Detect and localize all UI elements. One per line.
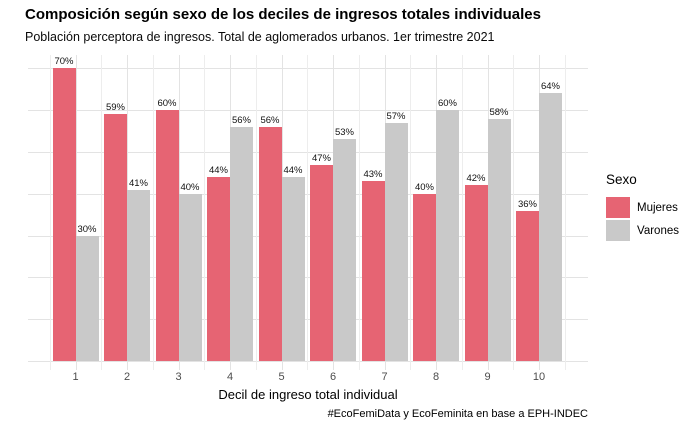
gridline-x-minor-2 [152, 55, 154, 370]
legend-swatch-mujeres [606, 197, 630, 218]
bar-value-label: 56% [260, 114, 280, 126]
x-tick-label-6: 6 [329, 371, 337, 383]
bar-value-label: 44% [283, 165, 303, 177]
gridline-x-minor-6 [358, 55, 360, 370]
bar-varones-decil-1: 30% [75, 224, 99, 361]
gridline-x-minor-4 [255, 55, 257, 370]
x-axis-title: Decil de ingreso total individual [218, 387, 398, 402]
bar-value-label: 41% [128, 177, 149, 189]
bar-value-label: 58% [489, 106, 509, 118]
chart-caption: #EcoFemiData y EcoFeminita en base a EPH… [327, 408, 588, 420]
bar-value-label: 59% [105, 102, 126, 114]
bar-value-label: 60% [437, 98, 458, 110]
gridline-x-minor-5 [307, 55, 309, 370]
gridline-x-major-1 [75, 55, 77, 370]
chart-subtitle: Población perceptora de ingresos. Total … [25, 30, 495, 44]
bar-mujeres-decil-10: 36% [516, 199, 539, 361]
gridline-x-minor-7 [410, 55, 412, 370]
bar-mujeres-decil-5: 56% [258, 115, 282, 361]
x-tick-label-5: 5 [278, 371, 285, 383]
bar-value-label: 42% [466, 173, 486, 185]
gridline-x-minor-8 [461, 55, 463, 370]
bar-value-label: 64% [540, 81, 561, 93]
legend-swatch-varones [606, 220, 630, 241]
legend: Sexo Mujeres Varones [606, 172, 698, 243]
bar-varones-decil-9: 58% [487, 107, 511, 361]
gridline-x-minor-3 [204, 55, 206, 370]
bar-varones-decil-10: 64% [539, 81, 562, 361]
bar-value-label: 40% [414, 181, 435, 193]
x-tick-label-4: 4 [226, 371, 234, 383]
chart-title: Composición según sexo de los deciles de… [25, 6, 541, 23]
gridline-x-minor-10 [564, 55, 566, 370]
legend-label-mujeres: Mujeres [637, 201, 678, 214]
x-tick-label-1: 1 [72, 371, 79, 383]
bar-mujeres-decil-1: 70% [52, 56, 76, 361]
bar-value-label: 40% [180, 181, 200, 193]
bar-mujeres-decil-2: 59% [104, 102, 127, 361]
bar-varones-decil-8: 60% [436, 98, 459, 361]
gridline-x-minor-0 [49, 55, 51, 370]
x-tick-label-10: 10 [532, 371, 546, 383]
x-tick-label-9: 9 [484, 371, 491, 383]
bar-value-label: 30% [77, 223, 97, 235]
bar-varones-decil-2: 41% [127, 178, 150, 361]
bar-mujeres-decil-3: 60% [155, 98, 179, 361]
x-tick-label-7: 7 [381, 371, 388, 383]
plot-panel: 70% 59% 60% 44% 56% 47% 43% 40% 42% 36% 30% 41% 40% 5… [28, 55, 588, 370]
bar-mujeres-decil-8: 40% [413, 182, 436, 361]
bar-mujeres-decil-7: 43% [361, 169, 385, 361]
x-axis-ticks: 1 2 3 4 5 6 7 8 9 10 [28, 371, 588, 385]
bar-value-label: 44% [208, 165, 229, 177]
bar-mujeres-decil-6: 47% [310, 153, 333, 361]
legend-label-varones: Varones [637, 224, 679, 237]
bar-mujeres-decil-4: 44% [207, 165, 230, 361]
bar-varones-decil-4: 56% [230, 115, 253, 361]
gridline-x-minor-9 [513, 55, 515, 370]
legend-item-mujeres: Mujeres [606, 197, 698, 218]
legend-title: Sexo [606, 172, 637, 187]
bar-value-label: 60% [157, 98, 177, 110]
x-tick-label-2: 2 [123, 371, 131, 383]
x-tick-label-8: 8 [432, 371, 440, 383]
bar-varones-decil-7: 57% [384, 111, 408, 361]
bar-varones-decil-6: 53% [333, 127, 356, 361]
legend-item-varones: Varones [606, 220, 698, 241]
gridline-x-minor-1 [101, 55, 103, 370]
x-tick-label-3: 3 [175, 371, 182, 383]
bar-value-label: 57% [386, 110, 406, 122]
bar-value-label: 56% [231, 114, 252, 126]
bar-mujeres-decil-9: 42% [464, 173, 488, 361]
bar-value-label: 47% [311, 152, 332, 164]
bar-value-label: 43% [363, 169, 383, 181]
bar-varones-decil-5: 44% [281, 165, 305, 361]
bar-varones-decil-3: 40% [178, 182, 202, 361]
bar-value-label: 53% [334, 127, 355, 139]
bar-value-label: 70% [54, 56, 74, 68]
bar-value-label: 36% [517, 198, 538, 210]
